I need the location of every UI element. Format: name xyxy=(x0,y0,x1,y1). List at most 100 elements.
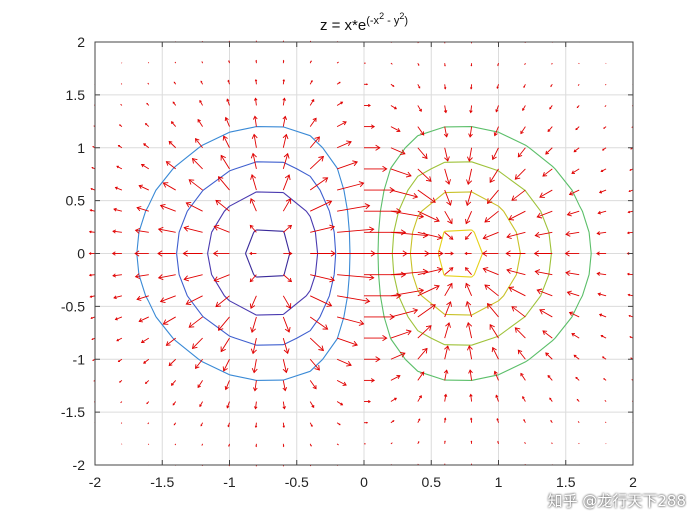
quiver-arrow xyxy=(136,206,149,212)
quiver-arrow xyxy=(443,84,447,90)
quiver-arrow xyxy=(197,118,203,127)
quiver-arrow xyxy=(484,284,499,297)
quiver-arrow xyxy=(597,210,607,215)
quiver-arrow xyxy=(309,117,317,127)
quiver-arrow xyxy=(310,250,336,257)
quiver-arrow xyxy=(199,401,203,408)
quiver-arrow xyxy=(520,126,526,135)
quiver-arrow xyxy=(145,123,150,127)
quiver-arrow xyxy=(88,273,96,277)
quiver-arrow xyxy=(250,338,257,355)
quiver-arrow xyxy=(337,295,371,304)
contour-line xyxy=(176,161,337,346)
quiver-arrow xyxy=(489,323,499,339)
x-tick-label: 1.5 xyxy=(556,474,576,490)
quiver-arrow xyxy=(390,62,393,65)
quiver-arrow xyxy=(551,442,553,445)
quiver-arrow xyxy=(626,231,634,235)
quiver-arrow xyxy=(466,345,473,360)
quiver-arrow xyxy=(469,105,473,114)
quiver-arrow xyxy=(603,126,607,129)
quiver-arrow xyxy=(120,103,123,106)
quiver-arrow xyxy=(417,84,421,89)
quiver-arrow xyxy=(539,309,553,318)
quiver-arrow xyxy=(282,443,285,448)
quiver-arrow xyxy=(282,295,292,309)
quiver-arrow xyxy=(364,229,407,236)
quiver-arrow xyxy=(497,63,499,67)
quiver-arrow xyxy=(309,443,312,447)
quiver-arrow xyxy=(482,267,499,276)
quiver-arrow xyxy=(508,210,526,221)
quiver-arrow xyxy=(571,333,580,339)
quiver-arrow xyxy=(493,126,499,137)
quiver-arrow xyxy=(514,168,526,180)
quiver-arrow xyxy=(444,168,451,185)
quiver-arrow xyxy=(282,316,291,333)
quiver-arrow xyxy=(628,189,634,193)
quiver-arrow xyxy=(536,288,553,297)
quiver-arrow xyxy=(443,369,449,381)
quiver-arrow xyxy=(147,422,150,425)
x-tick-label: 0 xyxy=(360,474,368,490)
quiver-arrow xyxy=(464,251,472,256)
quiver-arrow xyxy=(464,232,472,240)
quiver-arrow xyxy=(120,422,123,424)
quiver-arrow xyxy=(364,144,381,151)
quiver-arrow xyxy=(249,198,257,212)
quiver-arrow xyxy=(89,295,96,298)
quiver-arrow xyxy=(114,316,123,321)
quiver-arrow xyxy=(309,136,320,149)
quiver-arrow xyxy=(201,443,204,446)
quiver-arrow xyxy=(534,269,553,276)
quiver-arrow xyxy=(597,292,607,297)
quiver-arrow xyxy=(90,187,96,191)
quiver-arrow xyxy=(417,231,443,241)
quiver-arrow xyxy=(250,173,257,191)
quiver-arrow xyxy=(255,443,258,448)
quiver-arrow xyxy=(282,359,289,374)
quiver-arrow xyxy=(213,274,230,283)
quiver-arrow xyxy=(571,168,580,174)
quiver-arrow xyxy=(417,250,444,257)
quiver-arrow xyxy=(605,421,607,424)
contour-line xyxy=(391,161,552,346)
quiver-arrow xyxy=(336,380,347,386)
quiver-arrow xyxy=(523,418,526,423)
quiver-arrow xyxy=(542,168,553,177)
quiver-arrow xyxy=(88,252,95,255)
quiver-arrow xyxy=(465,300,473,318)
quiver-arrow xyxy=(417,168,432,182)
quiver-arrow xyxy=(575,376,580,381)
quiver-arrow xyxy=(212,250,230,257)
quiver-arrow xyxy=(251,133,258,148)
quiver-arrow xyxy=(283,224,293,233)
quiver-arrow xyxy=(215,199,230,212)
x-tick-label: 1 xyxy=(495,474,503,490)
quiver-arrow xyxy=(465,282,473,296)
quiver-arrow xyxy=(417,210,440,223)
quiver-arrow xyxy=(182,250,203,257)
quiver-arrow xyxy=(337,203,371,212)
quiver-arrow xyxy=(598,313,607,318)
quiver-arrow xyxy=(228,443,230,447)
quiver-arrow xyxy=(600,334,607,339)
quiver-arrow xyxy=(627,210,634,214)
quiver-arrow xyxy=(220,154,230,170)
quiver-arrow xyxy=(253,401,258,410)
quiver-arrow xyxy=(444,440,446,444)
quiver-arrow xyxy=(201,61,204,64)
quiver-arrow xyxy=(310,295,333,307)
quiver-arrow xyxy=(550,419,553,423)
quiver-arrow xyxy=(466,168,473,186)
quiver-arrow xyxy=(217,316,230,331)
quiver-arrow xyxy=(565,270,580,277)
quiver-arrow xyxy=(251,359,258,374)
quiver-arrow xyxy=(604,400,607,402)
quiver-arrow xyxy=(309,155,325,170)
quiver-arrow xyxy=(136,295,149,301)
quiver-arrow xyxy=(390,105,398,110)
quiver-arrow xyxy=(143,358,150,364)
x-tick-labels: -2 -1.5 -1 -0.5 0 0.5 1 1.5 2 xyxy=(89,474,637,490)
